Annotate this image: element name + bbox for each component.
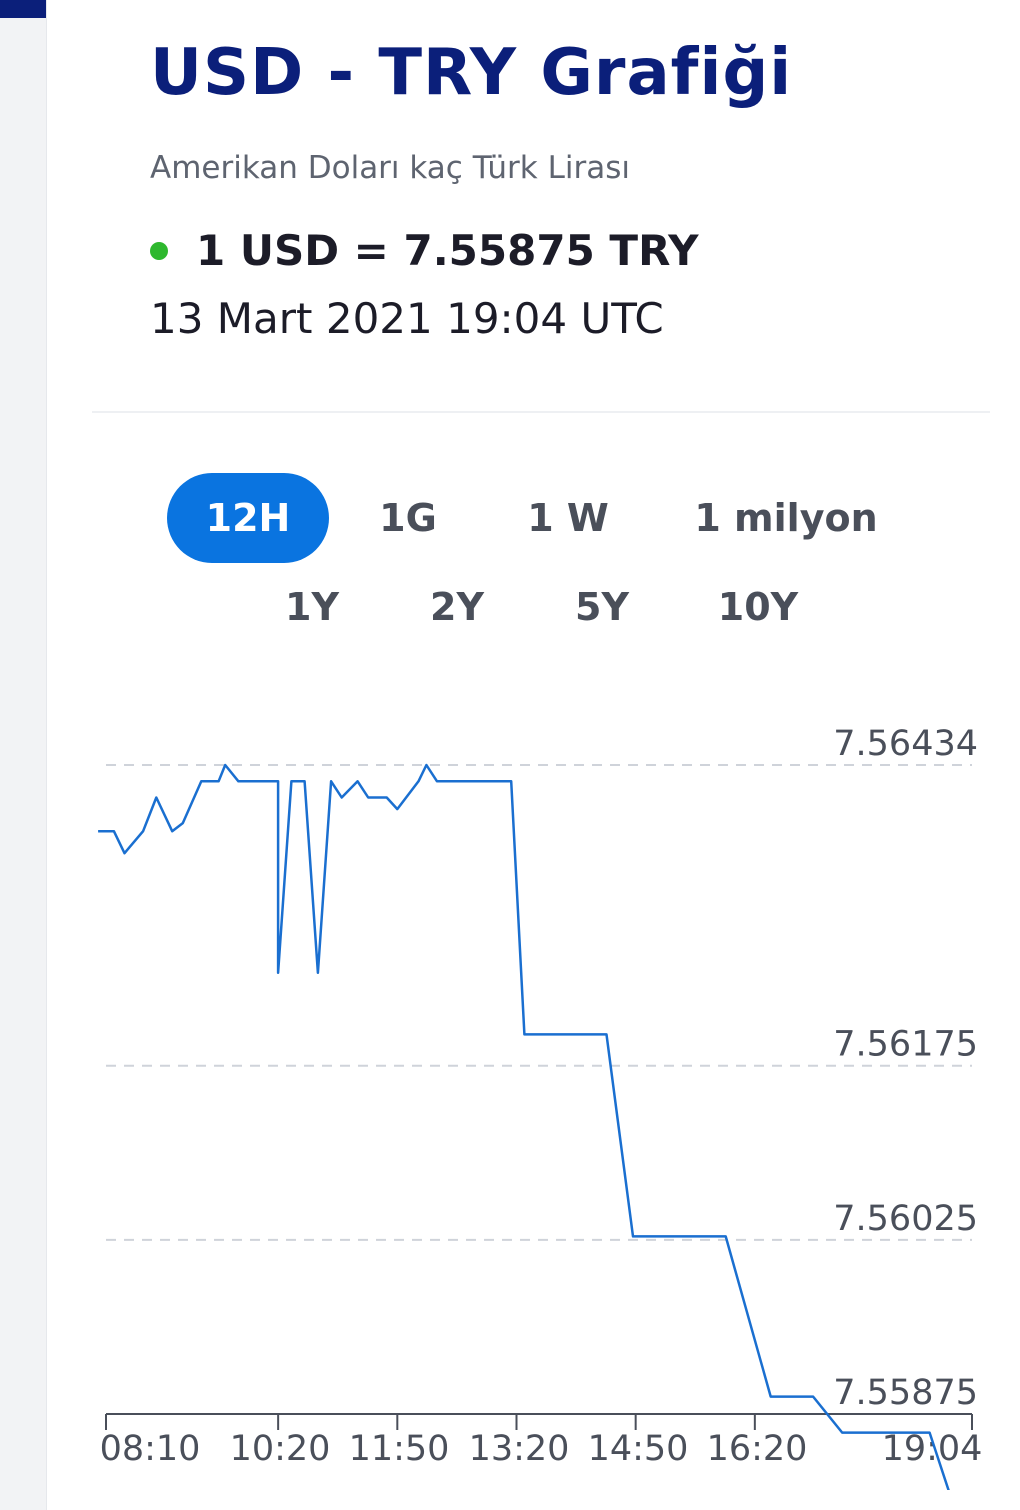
data-point bbox=[96, 829, 100, 833]
page-title: USD - TRY Grafiği bbox=[150, 36, 793, 110]
y-tick-label: 7.56175 bbox=[833, 1025, 978, 1065]
section-divider bbox=[92, 411, 990, 413]
data-point bbox=[276, 971, 280, 975]
data-point bbox=[356, 779, 360, 783]
y-tick-label: 7.55875 bbox=[833, 1373, 978, 1413]
x-tick-label: 19:04 bbox=[882, 1429, 983, 1469]
data-point bbox=[276, 779, 280, 783]
data-point bbox=[928, 1431, 932, 1435]
x-tick-label: 13:20 bbox=[469, 1429, 570, 1469]
data-point bbox=[417, 779, 421, 783]
data-point bbox=[435, 779, 439, 783]
rate-row: 1 USD = 7.55875 TRY bbox=[150, 226, 699, 275]
data-point bbox=[170, 829, 174, 833]
data-point bbox=[385, 796, 389, 800]
x-tick-label: 16:20 bbox=[707, 1429, 808, 1469]
x-tick-label: 10:20 bbox=[230, 1429, 331, 1469]
data-point bbox=[522, 1032, 526, 1036]
data-point bbox=[289, 779, 293, 783]
x-tick-label: 08:10 bbox=[100, 1429, 201, 1469]
data-point bbox=[236, 779, 240, 783]
data-point bbox=[840, 1431, 844, 1435]
range-button-12h[interactable]: 12H bbox=[167, 473, 329, 563]
data-point bbox=[395, 807, 399, 811]
data-point bbox=[340, 796, 344, 800]
data-point bbox=[509, 779, 513, 783]
data-point bbox=[724, 1234, 728, 1238]
range-button-1w[interactable]: 1 W bbox=[527, 496, 609, 540]
range-button-1y[interactable]: 1Y bbox=[285, 585, 339, 629]
y-tick-label: 7.56025 bbox=[833, 1199, 978, 1239]
left-sidebar-rail bbox=[0, 0, 47, 1510]
data-point bbox=[424, 763, 428, 767]
data-point bbox=[217, 779, 221, 783]
range-button-2y[interactable]: 2Y bbox=[430, 585, 484, 629]
data-point bbox=[303, 779, 307, 783]
series-line bbox=[98, 763, 950, 1490]
data-point bbox=[631, 1234, 635, 1238]
data-point bbox=[366, 796, 370, 800]
data-point bbox=[181, 821, 185, 825]
range-button-5y[interactable]: 5Y bbox=[575, 585, 629, 629]
x-tick-label: 11:50 bbox=[349, 1429, 450, 1469]
page-subtitle: Amerikan Doları kaç Türk Lirası bbox=[150, 150, 630, 186]
data-point bbox=[769, 1395, 773, 1399]
data-point bbox=[605, 1032, 609, 1036]
data-point bbox=[223, 763, 227, 767]
data-point bbox=[112, 829, 116, 833]
rate-timestamp: 13 Mart 2021 19:04 UTC bbox=[150, 294, 664, 343]
range-button-1g[interactable]: 1G bbox=[379, 496, 437, 540]
range-button-1-milyon[interactable]: 1 milyon bbox=[694, 496, 878, 540]
data-point bbox=[199, 779, 203, 783]
usd-try-line-chart: 7.56434 7.56175 7.56025 7.55875 08:10 10:20 11… bbox=[96, 724, 983, 1490]
exchange-rate: 1 USD = 7.55875 TRY bbox=[196, 226, 699, 275]
range-button-10y[interactable]: 10Y bbox=[717, 585, 799, 629]
data-point bbox=[329, 779, 333, 783]
data-point bbox=[154, 796, 158, 800]
data-point bbox=[141, 829, 145, 833]
y-tick-label: 7.56434 bbox=[833, 724, 978, 764]
data-point bbox=[811, 1395, 815, 1399]
data-point bbox=[316, 971, 320, 975]
rail-accent-mark bbox=[0, 0, 46, 18]
x-tick-label: 14:50 bbox=[588, 1429, 689, 1469]
live-status-dot-icon bbox=[150, 241, 168, 260]
data-point bbox=[123, 851, 127, 855]
